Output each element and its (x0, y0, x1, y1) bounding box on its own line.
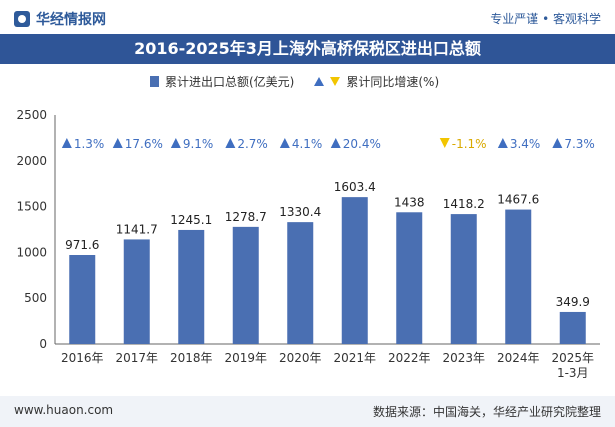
legend-swatch-bar (150, 76, 159, 87)
growth-down-marker (439, 138, 450, 148)
legend-label-growth: 累计同比增速(%) (346, 75, 440, 89)
x-tick-label: 2025年 1-3月 (551, 351, 594, 380)
data-source: 数据来源：中国海关，华经产业研究院整理 (372, 405, 601, 419)
growth-label: 7.3% (564, 137, 595, 151)
top-bar: 华经情报网 专业严谨 • 客观科学 (0, 0, 615, 36)
growth-up-marker (225, 138, 236, 148)
bar-value-label: 349.9 (556, 295, 590, 309)
site-logo[interactable]: 华经情报网 (14, 9, 106, 29)
legend-label-bars: 累计进出口总额(亿美元) (165, 75, 295, 89)
x-tick-label: 2020年 (279, 351, 322, 365)
growth-up-marker (497, 138, 508, 148)
bar-value-label: 1603.4 (334, 180, 376, 194)
logo-icon (14, 11, 30, 27)
x-tick-label: 2022年 (388, 351, 431, 365)
y-tick-label: 2000 (16, 154, 47, 168)
bar (341, 197, 368, 344)
bar (123, 239, 150, 344)
bar (287, 222, 314, 344)
x-tick-label: 2018年 (170, 351, 213, 365)
bar-value-label: 1438 (394, 195, 425, 209)
bar-value-label: 1278.7 (225, 210, 267, 224)
bar (559, 311, 586, 344)
triangle-down-icon (330, 77, 341, 86)
bar (232, 226, 259, 344)
x-tick-label: 2023年 (442, 351, 485, 365)
growth-up-marker (330, 138, 341, 148)
site-name: 华经情报网 (36, 12, 106, 28)
growth-up-marker (552, 138, 563, 148)
growth-label: 9.1% (183, 137, 214, 151)
x-tick-label: 2019年 (224, 351, 267, 365)
x-tick-label: 2021年 (333, 351, 376, 365)
growth-label: 3.4% (510, 137, 540, 151)
y-tick-label: 1000 (16, 245, 47, 259)
x-tick-label: 2017年 (115, 351, 158, 365)
growth-label: 1.3% (74, 137, 105, 151)
y-tick-label: 2500 (16, 108, 47, 122)
legend-item-growth: 累计同比增速(%) (314, 73, 439, 90)
bar (178, 229, 205, 344)
growth-label: 4.1% (292, 137, 323, 151)
y-tick-label: 1500 (16, 200, 47, 214)
growth-label: 2.7% (237, 137, 268, 151)
y-tick-label: 500 (24, 291, 47, 305)
y-tick-label: 0 (39, 337, 47, 351)
bar-value-label: 1245.1 (170, 213, 212, 227)
growth-up-marker (61, 138, 72, 148)
bar-chart: 0 500 1000 1500 2000 2500 971.6 2016年 1141.7 2017… (16, 108, 600, 380)
bar (505, 209, 532, 344)
growth-up-marker (170, 138, 181, 148)
x-tick-label: 2016年 (61, 351, 104, 365)
growth-label: -1.1% (452, 137, 487, 151)
bar (450, 214, 477, 344)
bar (69, 255, 96, 344)
bar-value-label: 1467.6 (497, 193, 539, 207)
chart-legend: 累计进出口总额(亿美元) 累计同比增速(%) (150, 73, 439, 90)
bar-value-label: 1418.2 (443, 197, 485, 211)
growth-up-marker (279, 138, 290, 148)
bar-value-label: 1141.7 (116, 222, 158, 236)
chart-title: 2016-2025年3月上海外高桥保税区进出口总额 (0, 34, 615, 64)
footer: www.huaon.com 数据来源：中国海关，华经产业研究院整理 (0, 396, 615, 427)
x-tick-label: 2024年 (497, 351, 540, 365)
growth-label: 20.4% (343, 137, 381, 151)
growth-up-marker (112, 138, 123, 148)
bar (396, 212, 423, 344)
growth-label: 17.6% (125, 137, 163, 151)
triangle-up-icon (314, 77, 325, 86)
bar-value-label: 1330.4 (279, 205, 321, 219)
website-link[interactable]: www.huaon.com (14, 403, 114, 417)
tagline: 专业严谨 • 客观科学 (490, 12, 601, 26)
bar-value-label: 971.6 (65, 238, 99, 252)
legend-item-bars: 累计进出口总额(亿美元) (150, 73, 294, 90)
